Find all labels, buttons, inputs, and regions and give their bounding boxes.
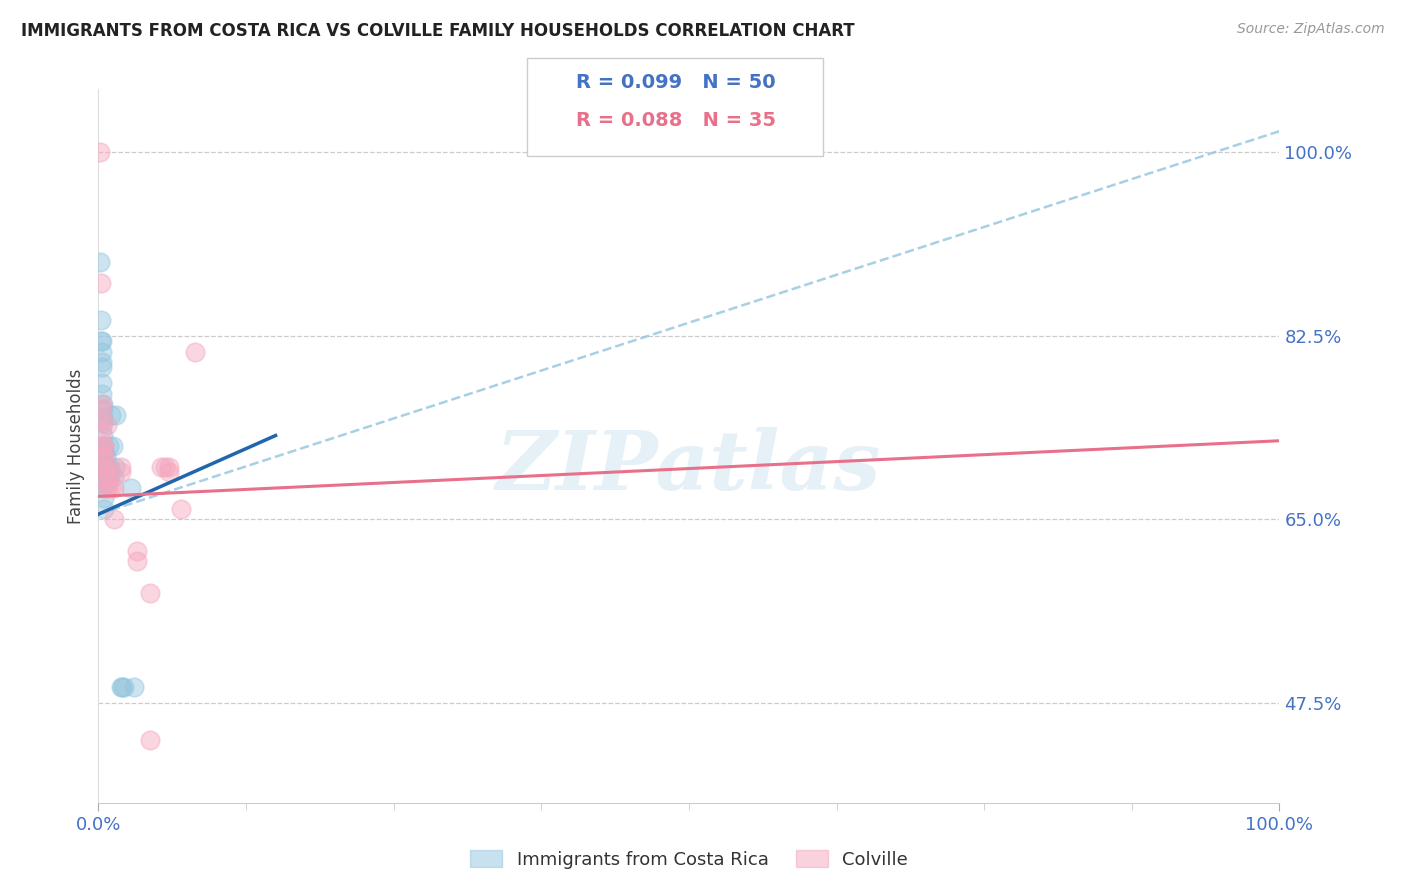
Point: [122, 681, 145, 695]
Point: [98, 465, 121, 479]
Point: [184, 344, 207, 359]
Point: [112, 681, 135, 695]
Point: [91, 460, 114, 475]
Point: [93, 465, 115, 479]
Point: [103, 470, 125, 484]
Point: [91, 344, 114, 359]
Point: [91, 460, 114, 475]
Point: [91, 439, 114, 453]
Point: [157, 465, 180, 479]
Point: [110, 460, 132, 475]
Point: [98, 460, 121, 475]
Point: [91, 470, 114, 484]
Point: [93, 450, 115, 464]
Point: [89, 145, 111, 160]
Text: R = 0.088   N = 35: R = 0.088 N = 35: [576, 111, 776, 129]
Point: [93, 444, 115, 458]
Point: [91, 439, 114, 453]
Point: [153, 460, 176, 475]
Point: [93, 460, 115, 475]
Point: [94, 470, 117, 484]
Point: [98, 470, 121, 484]
Point: [139, 586, 162, 600]
Point: [91, 355, 114, 369]
Point: [105, 408, 128, 422]
Point: [91, 444, 114, 458]
Point: [121, 481, 143, 495]
Point: [103, 512, 125, 526]
Point: [127, 554, 149, 568]
Point: [157, 460, 180, 475]
Text: ZIPatlas: ZIPatlas: [496, 427, 882, 508]
Point: [97, 481, 120, 495]
Point: [96, 460, 118, 475]
Y-axis label: Family Households: Family Households: [66, 368, 84, 524]
Point: [91, 402, 114, 417]
Point: [91, 450, 114, 464]
Point: [103, 481, 125, 495]
Point: [96, 475, 118, 490]
Point: [97, 460, 120, 475]
Point: [90, 313, 112, 327]
Point: [100, 481, 122, 495]
Point: [93, 481, 115, 495]
Point: [96, 417, 118, 432]
Point: [91, 386, 114, 401]
Point: [96, 481, 118, 495]
Point: [91, 423, 114, 437]
Point: [97, 465, 120, 479]
Point: [98, 470, 121, 484]
Point: [91, 376, 114, 390]
Point: [111, 681, 134, 695]
Point: [91, 439, 114, 453]
Point: [91, 470, 114, 484]
Point: [127, 544, 149, 558]
Point: [93, 439, 115, 453]
Point: [91, 416, 114, 430]
Point: [93, 439, 115, 453]
Point: [91, 402, 114, 417]
Point: [104, 460, 127, 475]
Point: [91, 397, 114, 411]
Point: [150, 460, 173, 475]
Text: R = 0.099   N = 50: R = 0.099 N = 50: [576, 73, 776, 92]
Point: [93, 502, 115, 516]
Point: [94, 460, 117, 475]
Point: [91, 409, 114, 424]
Point: [91, 360, 114, 375]
Point: [170, 502, 193, 516]
Point: [93, 475, 115, 490]
Text: IMMIGRANTS FROM COSTA RICA VS COLVILLE FAMILY HOUSEHOLDS CORRELATION CHART: IMMIGRANTS FROM COSTA RICA VS COLVILLE F…: [21, 22, 855, 40]
Point: [90, 277, 112, 291]
Point: [91, 334, 114, 348]
Point: [94, 450, 117, 464]
Point: [93, 491, 115, 506]
Point: [91, 428, 114, 442]
Point: [97, 460, 120, 475]
Point: [91, 450, 114, 464]
Point: [98, 439, 121, 453]
Point: [110, 681, 132, 695]
Text: Source: ZipAtlas.com: Source: ZipAtlas.com: [1237, 22, 1385, 37]
Point: [110, 465, 132, 479]
Point: [100, 408, 122, 422]
Legend: Immigrants from Costa Rica, Colville: Immigrants from Costa Rica, Colville: [463, 843, 915, 876]
Point: [90, 334, 112, 348]
Point: [93, 470, 115, 484]
Point: [89, 255, 111, 269]
Point: [91, 413, 114, 427]
Point: [96, 465, 118, 479]
Point: [101, 439, 124, 453]
Point: [139, 732, 162, 747]
Point: [94, 470, 117, 484]
Point: [91, 460, 114, 475]
Point: [91, 397, 114, 411]
